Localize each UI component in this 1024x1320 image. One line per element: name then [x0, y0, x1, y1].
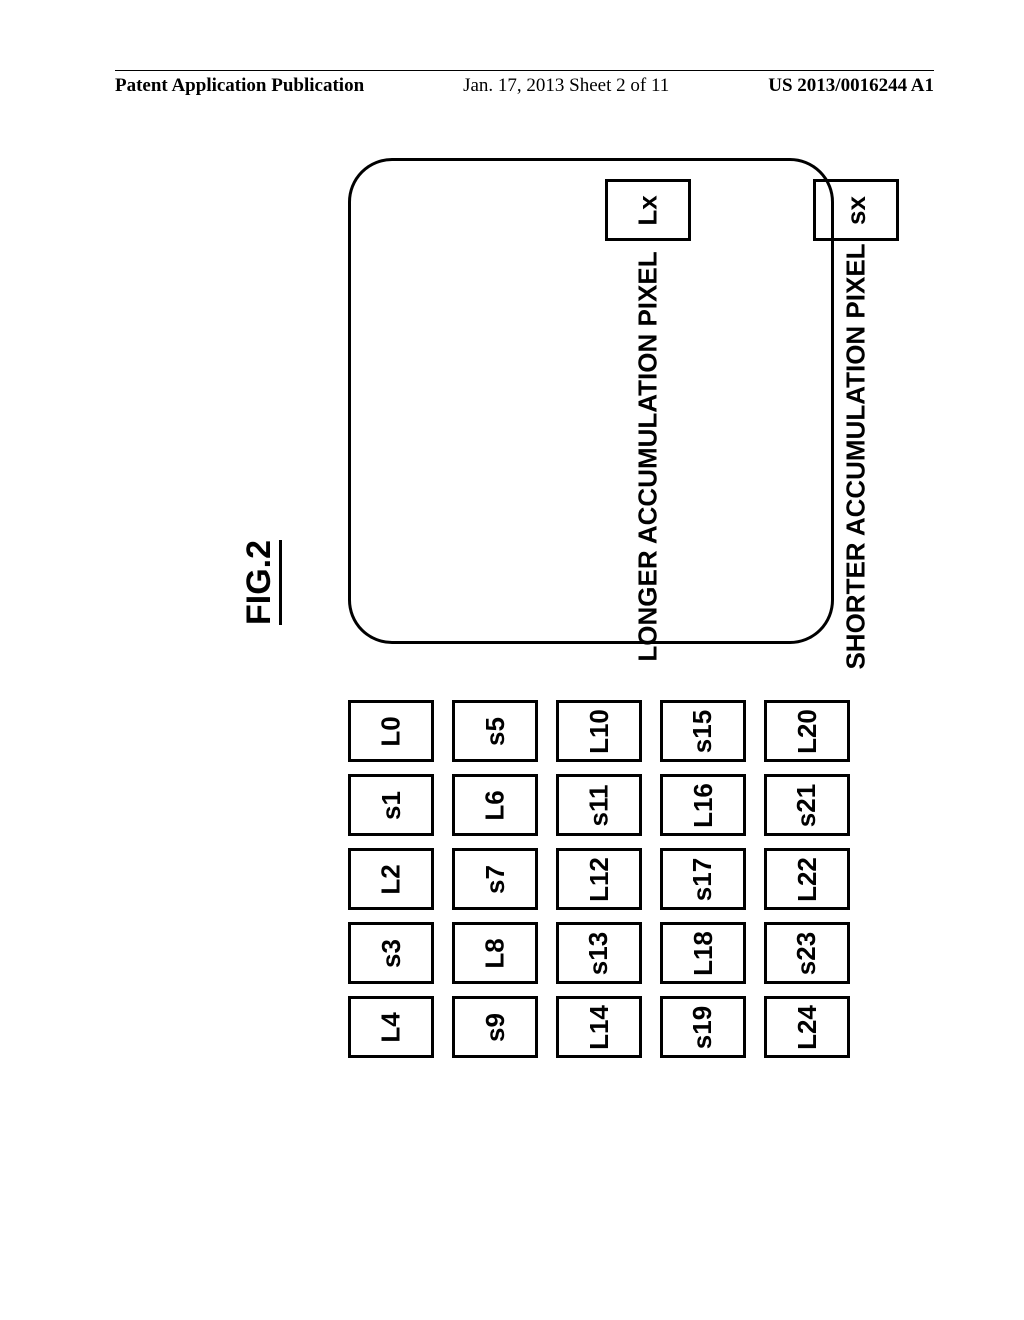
pixel-grid: L0 s1 L2 s3 L4 s5 L6 s7 L8 s9 L10 s11 L1…: [348, 700, 850, 1058]
cell: s21: [764, 774, 850, 836]
legend-label-shorter: SHORTER ACCUMULATION PIXEL: [841, 243, 872, 669]
cell: s5: [452, 700, 538, 762]
page-header: Patent Application Publication Jan. 17, …: [0, 70, 1024, 97]
cell: s7: [452, 848, 538, 910]
cell: L10: [556, 700, 642, 762]
cell: L4: [348, 996, 434, 1058]
grid-col-4: L20 s21 L22 s23 L24: [764, 700, 850, 1058]
cell: s1: [348, 774, 434, 836]
legend-item-shorter: sx SHORTER ACCUMULATION PIXEL: [643, 179, 1024, 472]
cell: s23: [764, 922, 850, 984]
grid-col-1: s5 L6 s7 L8 s9: [452, 700, 538, 1058]
cell: L14: [556, 996, 642, 1058]
header-left: Patent Application Publication: [115, 75, 364, 97]
cell: L22: [764, 848, 850, 910]
cell: s15: [660, 700, 746, 762]
header-right: US 2013/0016244 A1: [768, 75, 934, 97]
cell: L8: [452, 922, 538, 984]
grid-col-0: L0 s1 L2 s3 L4: [348, 700, 434, 1058]
cell: s17: [660, 848, 746, 910]
figure-label: FIG.2: [240, 540, 282, 625]
header-mid: Jan. 17, 2013 Sheet 2 of 11: [463, 75, 669, 97]
cell: s11: [556, 774, 642, 836]
cell: L12: [556, 848, 642, 910]
cell: L2: [348, 848, 434, 910]
cell: L16: [660, 774, 746, 836]
legend-symbol-sx: sx: [813, 179, 899, 241]
cell: s19: [660, 996, 746, 1058]
grid-col-3: s15 L16 s17 L18 s19: [660, 700, 746, 1058]
cell: L6: [452, 774, 538, 836]
cell: L20: [764, 700, 850, 762]
legend-box: Lx LONGER ACCUMULATION PIXEL sx SHORTER …: [348, 158, 834, 644]
cell: s3: [348, 922, 434, 984]
cell: s9: [452, 996, 538, 1058]
grid-col-2: L10 s11 L12 s13 L14: [556, 700, 642, 1058]
cell: L24: [764, 996, 850, 1058]
cell: L18: [660, 922, 746, 984]
cell: L0: [348, 700, 434, 762]
cell: s13: [556, 922, 642, 984]
